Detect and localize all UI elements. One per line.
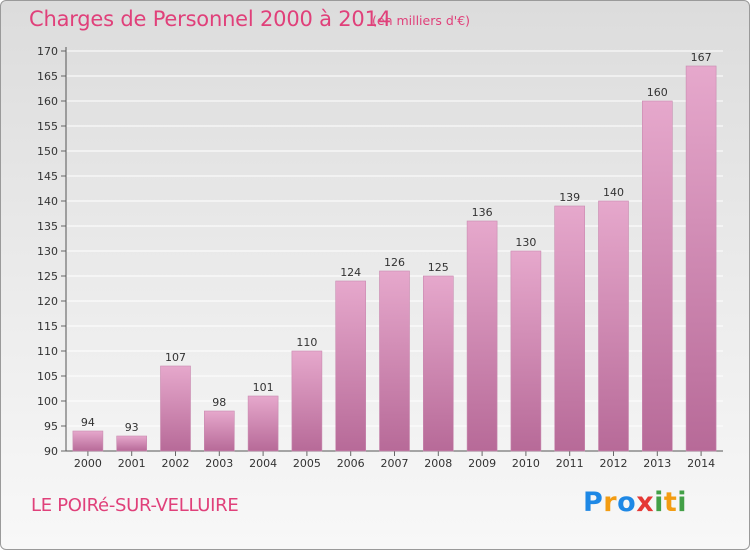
y-tick-label: 120 (37, 295, 58, 308)
proxiti-logo[interactable]: Proxiti (583, 487, 687, 518)
bar (685, 65, 717, 452)
bar (160, 365, 191, 452)
bar (554, 205, 586, 452)
y-tick-label: 165 (37, 70, 58, 83)
logo-letter: r (603, 487, 618, 518)
bar (247, 395, 279, 452)
bar-value-label: 98 (212, 396, 226, 409)
x-tick-label: 2001 (118, 457, 146, 470)
bar (116, 435, 147, 452)
bar (291, 350, 323, 452)
logo-letter: i (654, 487, 664, 518)
y-tick-label: 160 (37, 95, 58, 108)
bar-value-label: 130 (515, 236, 536, 249)
logo-letter: o (617, 487, 637, 518)
y-tick-label: 95 (44, 420, 58, 433)
y-tick-label: 100 (37, 395, 58, 408)
logo-letter: x (636, 487, 655, 518)
x-tick-label: 2010 (512, 457, 540, 470)
bar-value-label: 140 (603, 186, 624, 199)
y-tick-label: 155 (37, 120, 58, 133)
logo-letter: t (663, 487, 678, 518)
x-tick-label: 2007 (381, 457, 409, 470)
bar-value-label: 126 (384, 256, 405, 269)
bar (204, 410, 235, 452)
bar-value-label: 139 (559, 191, 580, 204)
y-tick-label: 125 (37, 270, 58, 283)
bar-value-label: 124 (340, 266, 361, 279)
bar-value-label: 101 (253, 381, 274, 394)
x-tick-label: 2002 (162, 457, 190, 470)
y-tick-label: 145 (37, 170, 58, 183)
bar (422, 275, 454, 452)
bars (72, 65, 717, 452)
bar-value-label: 110 (296, 336, 317, 349)
y-tick-label: 105 (37, 370, 58, 383)
bar-value-label: 160 (647, 86, 668, 99)
bar (466, 220, 498, 452)
y-tick-label: 140 (37, 195, 58, 208)
x-tick-label: 2003 (205, 457, 233, 470)
bar (641, 100, 673, 452)
y-tick-label: 115 (37, 320, 58, 333)
x-tick-label: 2004 (249, 457, 277, 470)
bar-value-label: 94 (81, 416, 95, 429)
y-tick-label: 135 (37, 220, 58, 233)
bar (510, 250, 542, 452)
town-name: LE POIRé-SUR-VELLUIRE (31, 495, 239, 516)
bar-value-label: 107 (165, 351, 186, 364)
x-tick-label: 2008 (424, 457, 452, 470)
chart-subtitle: (en milliers d'€) (372, 13, 471, 28)
bar (335, 280, 367, 452)
x-tick-label: 2006 (337, 457, 365, 470)
x-tick-label: 2000 (74, 457, 102, 470)
labels: 90 95 100 105 110 115 120 125 130 135 140 145 150 155… (37, 45, 715, 470)
y-tick-label: 150 (37, 145, 58, 158)
x-tick-label: 2014 (687, 457, 715, 470)
bar-value-label: 93 (125, 421, 139, 434)
bar (72, 430, 104, 452)
logo-letter: i (677, 487, 688, 518)
x-tick-label: 2013 (643, 457, 671, 470)
bar-value-label: 125 (428, 261, 449, 274)
y-tick-label: 130 (37, 245, 58, 258)
logo-letter: P (583, 487, 604, 518)
x-tick-label: 2009 (468, 457, 496, 470)
y-tick-label: 170 (37, 45, 58, 58)
x-tick-label: 2012 (600, 457, 628, 470)
chart-title: Charges de Personnel 2000 à 2014 (29, 7, 391, 31)
bar (379, 270, 410, 452)
x-tick-label: 2011 (556, 457, 584, 470)
x-tick-label: 2005 (293, 457, 321, 470)
bar (598, 200, 629, 452)
y-tick-label: 110 (37, 345, 58, 358)
bar-value-label: 136 (472, 206, 493, 219)
y-tick-label: 90 (44, 445, 58, 458)
bar-value-label: 167 (691, 51, 712, 64)
